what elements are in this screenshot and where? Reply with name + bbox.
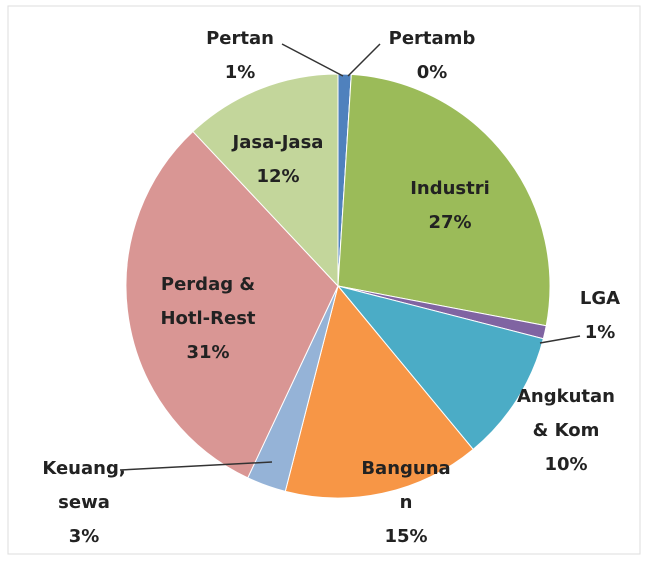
value-label: 27% [390, 206, 510, 240]
category-label: Keuang, sewa [39, 452, 129, 520]
category-label: Perdag & Hotl-Rest [145, 268, 271, 336]
category-label: Pertamb [372, 22, 492, 56]
value-label: 12% [223, 160, 333, 194]
value-label: 10% [517, 448, 615, 482]
value-label: 31% [145, 336, 271, 370]
value-label: 3% [39, 520, 129, 554]
category-label: LGA [570, 282, 630, 316]
category-label: Bangunan [360, 452, 452, 520]
value-label: 15% [360, 520, 452, 554]
category-label: Pertan [180, 22, 300, 56]
chart: Pertan1%Pertamb0%Industri27%LGA1%Angkuta… [0, 0, 648, 562]
value-label: 1% [180, 56, 300, 90]
value-label: 0% [372, 56, 492, 90]
category-label: Jasa-Jasa [223, 126, 333, 160]
category-label: Angkutan & Kom [517, 380, 615, 448]
value-label: 1% [570, 316, 630, 350]
category-label: Industri [390, 172, 510, 206]
